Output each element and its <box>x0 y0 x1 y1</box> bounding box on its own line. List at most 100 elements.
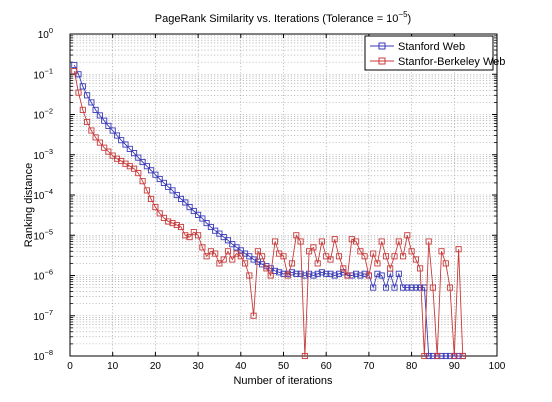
data-point-stanford <box>156 175 163 183</box>
data-point-stanford <box>152 171 159 178</box>
data-point-stanford-berkeley <box>365 272 372 279</box>
legend: Stanford Web Stanfor-Berkeley Web <box>364 35 505 71</box>
data-point-stanford-berkeley <box>434 352 441 360</box>
data-point-stanford <box>404 284 411 291</box>
data-point-stanford-berkeley <box>173 221 180 229</box>
data-point-stanford-berkeley <box>310 244 317 251</box>
data-point-stanford <box>408 284 415 291</box>
y-tick-label: 10−2 <box>33 107 53 122</box>
data-point-stanford-berkeley <box>101 144 108 151</box>
data-point-stanford-berkeley <box>335 253 343 260</box>
series-layer <box>71 61 466 360</box>
data-point-stanford <box>246 253 253 260</box>
data-point-stanford <box>88 99 95 106</box>
data-point-stanford <box>169 187 176 194</box>
data-point-stanford <box>438 352 445 360</box>
data-point-stanford-berkeley <box>263 265 270 272</box>
data-point-stanford-berkeley <box>177 223 185 231</box>
y-axis-label: Ranking distance <box>23 163 35 247</box>
data-point-stanford-berkeley <box>267 272 274 279</box>
data-point-stanford-berkeley <box>446 284 454 291</box>
data-point-stanford-berkeley <box>242 260 249 267</box>
data-point-stanford <box>382 284 390 291</box>
data-point-stanford <box>442 352 449 360</box>
data-point-stanford <box>412 284 419 291</box>
data-point-stanford-berkeley <box>203 253 210 260</box>
x-tick-label: 30 <box>193 361 205 372</box>
data-point-stanford-berkeley <box>182 232 189 239</box>
data-point-stanford-berkeley <box>400 253 407 260</box>
data-point-stanford <box>310 272 317 279</box>
data-point-stanford <box>203 220 210 227</box>
data-point-stanford <box>92 106 99 113</box>
data-point-stanford <box>271 267 279 274</box>
data-point-stanford-berkeley <box>374 260 381 267</box>
legend-label-stanford: Stanford Web <box>398 41 465 53</box>
data-point-stanford <box>297 270 304 277</box>
data-point-stanford-berkeley <box>190 229 197 236</box>
data-point-stanford <box>143 163 150 170</box>
data-point-stanford-berkeley <box>135 170 142 177</box>
data-point-stanford <box>165 183 172 190</box>
data-point-stanford-berkeley <box>169 220 176 227</box>
data-point-stanford-berkeley <box>71 68 78 75</box>
data-point-stanford <box>314 270 321 277</box>
data-point-stanford-berkeley <box>357 248 364 255</box>
data-point-stanford <box>425 352 432 360</box>
data-point-stanford-berkeley <box>220 256 227 263</box>
data-point-stanford-berkeley <box>344 272 351 279</box>
data-point-stanford-berkeley <box>387 265 394 272</box>
y-tick-label: 10−4 <box>33 187 53 202</box>
data-point-stanford-berkeley <box>297 238 304 245</box>
legend-box <box>364 35 494 71</box>
data-point-stanford <box>131 150 138 157</box>
data-point-stanford-berkeley <box>370 250 377 257</box>
data-point-stanford <box>237 247 244 254</box>
data-point-stanford-berkeley <box>455 246 462 253</box>
data-point-stanford <box>139 158 146 166</box>
data-point-stanford <box>391 284 398 291</box>
y-tick-label: 100 <box>38 26 53 41</box>
legend-marker-stanford-berkeley <box>378 57 386 65</box>
data-point-stanford <box>113 132 121 139</box>
data-point-stanford-berkeley <box>212 250 219 257</box>
data-point-stanford <box>224 237 232 244</box>
data-point-stanford-berkeley <box>421 352 428 360</box>
data-point-stanford <box>216 230 223 237</box>
data-point-stanford-berkeley <box>195 232 202 239</box>
data-point-stanford <box>323 270 330 277</box>
data-point-stanford-berkeley <box>318 238 325 245</box>
data-point-stanford <box>378 272 385 279</box>
data-point-stanford-berkeley <box>109 152 116 159</box>
data-point-stanford <box>348 272 355 279</box>
data-point-stanford <box>79 83 86 90</box>
data-point-stanford <box>455 352 462 360</box>
y-tick-label: 10−8 <box>33 348 53 363</box>
x-tick-label: 80 <box>406 361 418 372</box>
data-point-stanford <box>96 112 103 119</box>
data-point-stanford-berkeley <box>293 232 300 239</box>
data-point-stanford-berkeley <box>284 272 291 279</box>
data-point-stanford-berkeley <box>237 253 244 260</box>
x-tick-label: 60 <box>321 361 333 372</box>
data-point-stanford <box>370 284 377 291</box>
data-point-stanford-berkeley <box>259 253 266 260</box>
data-point-stanford <box>429 352 436 360</box>
y-tick-label: 10−3 <box>33 147 53 162</box>
data-point-stanford <box>293 270 300 277</box>
data-point-stanford <box>318 269 325 276</box>
x-tick-label: 10 <box>107 361 119 372</box>
data-point-stanford-berkeley <box>216 260 223 267</box>
legend-marker-stanford <box>378 42 386 50</box>
data-point-stanford <box>446 352 454 360</box>
legend-label-stanford-berkeley: Stanfor-Berkeley Web <box>398 56 505 68</box>
data-point-stanford <box>101 117 108 124</box>
data-point-stanford <box>361 270 368 277</box>
data-point-stanford <box>276 269 283 276</box>
data-point-stanford <box>357 272 364 279</box>
data-point-stanford-berkeley <box>417 265 424 272</box>
data-point-stanford-berkeley <box>229 256 236 263</box>
x-tick-label: 90 <box>449 361 461 372</box>
data-point-stanford-berkeley <box>353 238 360 245</box>
